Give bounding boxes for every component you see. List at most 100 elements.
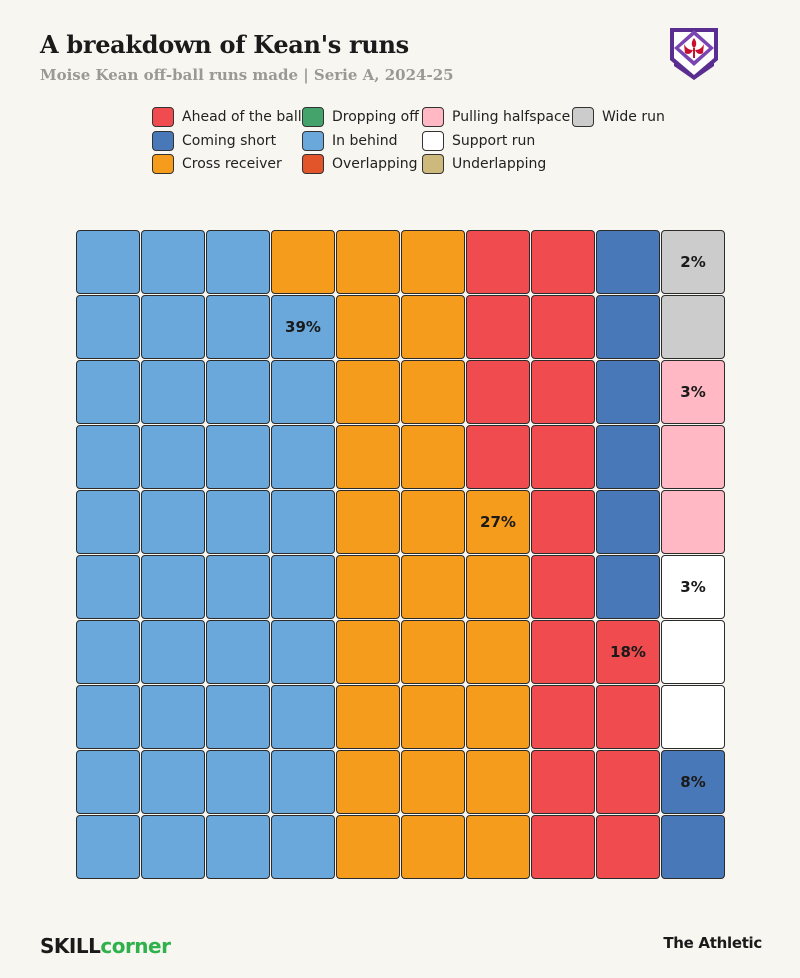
waffle-cell-in-behind [206, 490, 270, 554]
legend-item: Wide run [572, 107, 665, 127]
waffle-cell-in-behind [271, 685, 335, 749]
waffle-cell-cross-receiver [336, 230, 400, 294]
waffle-cell-in-behind [206, 815, 270, 879]
waffle-cell-coming-short [596, 230, 660, 294]
legend-label: In behind [332, 133, 398, 149]
legend-swatch [152, 107, 174, 127]
waffle-cell-cross-receiver [401, 295, 465, 359]
waffle-cell-in-behind [141, 490, 205, 554]
waffle-cell-in-behind [206, 555, 270, 619]
fiorentina-logo-icon [670, 28, 718, 80]
waffle-cell-cross-receiver [466, 750, 530, 814]
waffle-value-label: 3% [680, 383, 706, 401]
waffle-cell-in-behind [76, 620, 140, 684]
legend-label: Coming short [182, 133, 277, 149]
waffle-cell-ahead-of-the-ball [531, 230, 595, 294]
waffle-cell-in-behind [271, 620, 335, 684]
legend-swatch [152, 131, 174, 151]
waffle-cell-ahead-of-the-ball [596, 685, 660, 749]
waffle-cell-ahead-of-the-ball [596, 620, 660, 684]
waffle-cell-in-behind [206, 620, 270, 684]
waffle-cell-in-behind [206, 230, 270, 294]
waffle-cell-cross-receiver [466, 490, 530, 554]
legend-item: Ahead of the ball [152, 107, 302, 127]
waffle-cell-ahead-of-the-ball [531, 555, 595, 619]
legend-swatch [422, 131, 444, 151]
waffle-cell-cross-receiver [336, 620, 400, 684]
legend-item: Support run [422, 131, 535, 151]
waffle-cell-pulling-halfspace [661, 425, 725, 489]
legend-swatch [572, 107, 594, 127]
legend-swatch [422, 154, 444, 174]
waffle-cell-support-run [661, 620, 725, 684]
legend-item: Underlapping [422, 154, 546, 174]
waffle-cell-cross-receiver [336, 490, 400, 554]
waffle-cell-in-behind [271, 490, 335, 554]
waffle-cell-cross-receiver [466, 815, 530, 879]
legend-label: Dropping off [332, 109, 419, 125]
waffle-cell-cross-receiver [336, 555, 400, 619]
waffle-cell-in-behind [271, 750, 335, 814]
waffle-cell-in-behind [271, 360, 335, 424]
waffle-cell-in-behind [76, 425, 140, 489]
waffle-cell-in-behind [271, 295, 335, 359]
waffle-cell-cross-receiver [401, 360, 465, 424]
chart-subtitle: Moise Kean off-ball runs made | Serie A,… [40, 66, 454, 84]
waffle-cell-cross-receiver [336, 360, 400, 424]
legend-item: Pulling halfspace [422, 107, 570, 127]
waffle-cell-ahead-of-the-ball [531, 360, 595, 424]
waffle-cell-ahead-of-the-ball [466, 230, 530, 294]
waffle-cell-in-behind [206, 360, 270, 424]
waffle-cell-in-behind [271, 555, 335, 619]
waffle-cell-cross-receiver [336, 750, 400, 814]
waffle-cell-cross-receiver [271, 230, 335, 294]
waffle-cell-in-behind [76, 295, 140, 359]
waffle-cell-ahead-of-the-ball [531, 490, 595, 554]
legend: Ahead of the ball Coming short Cross rec… [0, 0, 800, 180]
waffle-cell-cross-receiver [336, 425, 400, 489]
waffle-cell-coming-short [596, 555, 660, 619]
waffle-cell-in-behind [141, 425, 205, 489]
skillcorner-logo-b: corner [100, 934, 171, 958]
waffle-cell-support-run [661, 685, 725, 749]
waffle-cell-in-behind [271, 425, 335, 489]
waffle-cell-coming-short [596, 295, 660, 359]
legend-label: Underlapping [452, 156, 547, 172]
waffle-cell-support-run [661, 555, 725, 619]
waffle-value-label: 3% [680, 578, 706, 596]
waffle-cell-pulling-halfspace [661, 490, 725, 554]
waffle-cell-cross-receiver [466, 620, 530, 684]
waffle-cell-pulling-halfspace [661, 360, 725, 424]
legend-label: Ahead of the ball [182, 109, 302, 125]
waffle-cell-cross-receiver [336, 295, 400, 359]
waffle-cell-coming-short [661, 750, 725, 814]
waffle-cell-coming-short [596, 490, 660, 554]
waffle-cell-coming-short [596, 425, 660, 489]
waffle-cell-ahead-of-the-ball [531, 750, 595, 814]
legend-swatch [302, 131, 324, 151]
waffle-cell-ahead-of-the-ball [466, 425, 530, 489]
legend-item: Coming short [152, 131, 276, 151]
waffle-cell-in-behind [206, 425, 270, 489]
legend-label: Cross receiver [182, 156, 282, 172]
waffle-cell-ahead-of-the-ball [531, 425, 595, 489]
waffle-cell-cross-receiver [336, 815, 400, 879]
waffle-cell-cross-receiver [466, 685, 530, 749]
waffle-cell-cross-receiver [401, 425, 465, 489]
waffle-cell-ahead-of-the-ball [531, 815, 595, 879]
legend-label: Support run [452, 133, 536, 149]
waffle-cell-in-behind [206, 295, 270, 359]
legend-label: Wide run [602, 109, 665, 125]
waffle-cell-ahead-of-the-ball [596, 815, 660, 879]
legend-label: Pulling halfspace [452, 109, 571, 125]
waffle-cell-in-behind [76, 360, 140, 424]
waffle-cell-in-behind [206, 750, 270, 814]
waffle-cell-cross-receiver [401, 555, 465, 619]
waffle-cell-in-behind [206, 685, 270, 749]
waffle-cell-cross-receiver [336, 685, 400, 749]
legend-item: Cross receiver [152, 154, 282, 174]
waffle-cell-cross-receiver [401, 685, 465, 749]
waffle-cell-cross-receiver [401, 230, 465, 294]
waffle-cell-in-behind [76, 685, 140, 749]
waffle-value-label: 8% [680, 773, 706, 791]
